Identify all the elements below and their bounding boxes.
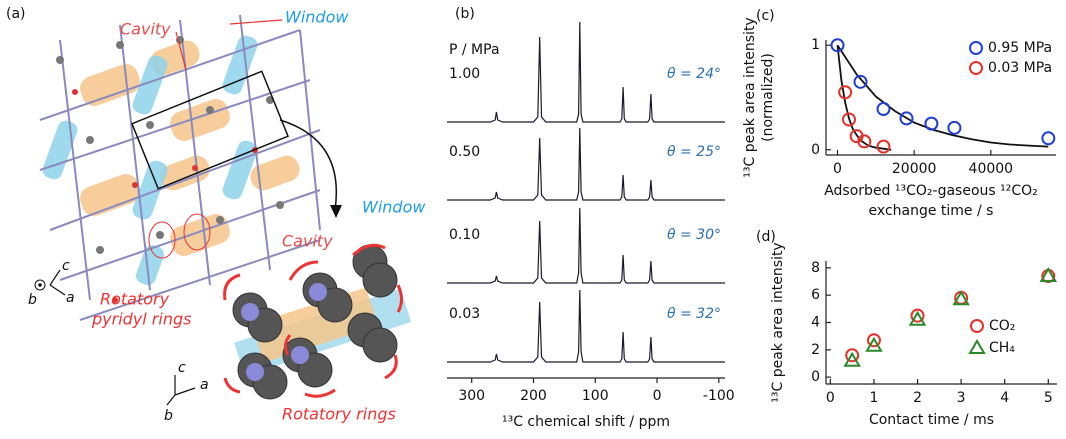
y-axis-label: ¹³C peak area intensity (742, 17, 758, 177)
series-label: 0.03 (449, 306, 480, 322)
marker (838, 85, 853, 100)
y-axis-label: ¹³C peak area intensity (770, 242, 786, 402)
annotation: θ = 25° (667, 144, 721, 160)
x-tick-label: 2 (913, 390, 922, 406)
marker (830, 38, 845, 53)
axis-letter: a (200, 377, 209, 393)
framework-illustration (34, 14, 412, 406)
marker (899, 111, 914, 126)
series-label: 1.00 (449, 66, 480, 82)
marker (842, 112, 856, 127)
x-tick-label: 3 (957, 390, 966, 406)
y-tick-label: 6 (811, 287, 820, 303)
spectrum (447, 21, 725, 123)
x-axis-label: ¹³C chemical shift / ppm (502, 414, 670, 430)
y-tick-label: 1 (811, 37, 820, 53)
marker (952, 290, 970, 306)
x-axis-label: exchange time / s (869, 203, 994, 219)
y-tick-label: 2 (811, 342, 820, 358)
legend-label: CH₄ (989, 340, 1015, 356)
x-tick-label: 20000 (892, 161, 937, 177)
x-tick-label: 0 (826, 390, 835, 406)
annotation: Rotatory rings (282, 405, 396, 424)
marker (865, 336, 883, 352)
x-tick-label: 200 (520, 388, 547, 404)
axis-letter: b (28, 292, 37, 308)
x-tick-label: 40000 (969, 161, 1014, 177)
annotation: pyridyl rings (91, 310, 191, 329)
x-axis-label: Contact time / ms (869, 412, 994, 428)
legend-marker (969, 61, 983, 75)
x-tick-label: 1 (869, 390, 878, 406)
marker (866, 333, 881, 348)
y-tick-label: 0 (811, 142, 820, 158)
marker (876, 139, 891, 154)
axis-letter: b (164, 408, 173, 424)
legend-label: 0.03 MPa (988, 60, 1052, 76)
y-tick-label: 4 (811, 315, 820, 331)
marker (910, 308, 925, 323)
axis-letter: c (62, 258, 70, 274)
legend-marker (969, 41, 983, 55)
x-tick-label: 0 (833, 161, 842, 177)
legend-marker (970, 319, 984, 333)
annotation: Cavity (282, 232, 333, 251)
x-tick-label: 100 (582, 388, 609, 404)
marker (857, 134, 872, 149)
marker (908, 310, 927, 326)
panel-label: (d) (756, 229, 776, 245)
legend-marker (968, 339, 986, 354)
panel-label: (b) (455, 6, 475, 22)
panel-label: (c) (756, 8, 775, 24)
annotation: θ = 32° (667, 306, 721, 322)
annotation: θ = 24° (667, 66, 721, 82)
annotation: Window (362, 198, 426, 217)
y-tick-label: 0 (811, 369, 820, 385)
y-tick-label: 8 (811, 260, 820, 276)
annotation: Cavity (120, 20, 171, 39)
marker (1041, 131, 1056, 146)
annotation: Window (285, 8, 349, 27)
fit-line (836, 44, 1049, 148)
marker (845, 348, 860, 363)
annotation: Rotatory (100, 290, 170, 309)
marker (1039, 267, 1058, 283)
spectrum (447, 127, 725, 201)
axis-letter: c (178, 360, 186, 376)
x-tick-label: 300 (458, 388, 485, 404)
marker (853, 74, 868, 89)
spectrum (447, 207, 725, 284)
marker (876, 102, 891, 116)
legend-title: P / MPa (449, 42, 500, 58)
spectrum (447, 289, 725, 363)
y-axis-label: (normalized) (760, 53, 776, 142)
x-tick-label: 0 (653, 388, 662, 404)
marker (843, 351, 861, 367)
legend-label: 0.95 MPa (988, 40, 1052, 56)
series-label: 0.50 (449, 144, 480, 160)
axis-letter: a (66, 290, 75, 306)
series-label: 0.10 (449, 227, 480, 243)
x-axis-label: Adsorbed ¹³CO₂-gaseous ¹²CO₂ (824, 183, 1038, 199)
marker (924, 116, 939, 131)
legend-label: CO₂ (989, 318, 1015, 334)
x-tick-label: 5 (1044, 390, 1053, 406)
x-tick-label: -100 (703, 388, 735, 404)
panel-label: (a) (6, 6, 26, 22)
marker (947, 120, 962, 135)
x-tick-label: 4 (1000, 390, 1009, 406)
annotation: θ = 30° (667, 227, 721, 243)
